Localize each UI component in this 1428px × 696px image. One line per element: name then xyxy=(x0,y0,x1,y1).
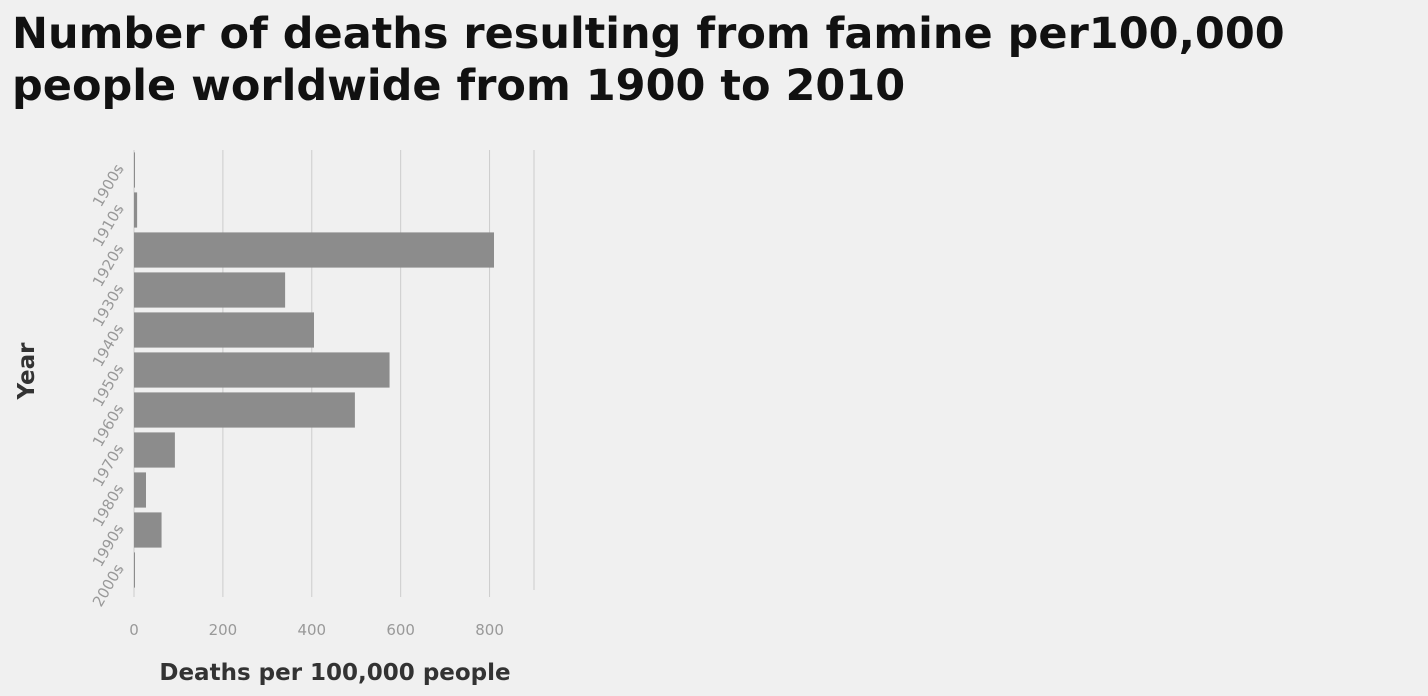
x-tick-label: 400 xyxy=(297,621,326,639)
y-axis-ticks xyxy=(116,169,124,571)
bar-1920s xyxy=(134,232,494,268)
bar-1900s xyxy=(134,152,135,188)
bar-1940s xyxy=(134,312,314,348)
bar-1910s xyxy=(134,192,138,228)
x-tick-label: 800 xyxy=(475,621,504,639)
bar-1960s xyxy=(134,392,355,428)
x-tick-label: 600 xyxy=(386,621,415,639)
bar-1970s xyxy=(134,432,175,468)
y-axis-title: Year xyxy=(14,342,40,401)
y-tick-label: 2000s xyxy=(89,561,128,610)
y-tick-label: 1960s xyxy=(89,401,128,450)
y-tick-label: 1970s xyxy=(89,441,128,490)
y-tick-label: 1930s xyxy=(89,281,128,330)
bars xyxy=(134,152,494,588)
y-tick-label: 1900s xyxy=(89,161,128,210)
y-tick-label: 1920s xyxy=(89,241,128,290)
bar-1930s xyxy=(134,272,286,308)
chart-title: Number of deaths resulting from famine p… xyxy=(12,8,1422,112)
chart-title-line-1: Number of deaths resulting from famine p… xyxy=(12,9,1285,59)
y-tick-label: 1980s xyxy=(89,481,128,530)
x-tick-label: 200 xyxy=(209,621,238,639)
bar-2000s xyxy=(134,552,135,588)
bar-1980s xyxy=(134,472,146,508)
y-tick-label: 1950s xyxy=(89,361,128,410)
y-tick-label: 1990s xyxy=(89,521,128,570)
y-tick-label: 1940s xyxy=(89,321,128,370)
chart-title-line-2: people worldwide from 1900 to 2010 xyxy=(12,61,906,111)
bar-1990s xyxy=(134,512,162,548)
bar-1950s xyxy=(134,352,390,388)
x-axis-tick-labels: 0 200 400 600 800 xyxy=(129,621,504,639)
x-axis-title: Deaths per 100,000 people xyxy=(159,660,510,686)
x-tick-label: 0 xyxy=(129,621,139,639)
y-tick-label: 1910s xyxy=(89,201,128,250)
y-axis-tick-labels: 1900s1910s1920s1930s1940s1950s1960s1970s… xyxy=(89,161,128,610)
